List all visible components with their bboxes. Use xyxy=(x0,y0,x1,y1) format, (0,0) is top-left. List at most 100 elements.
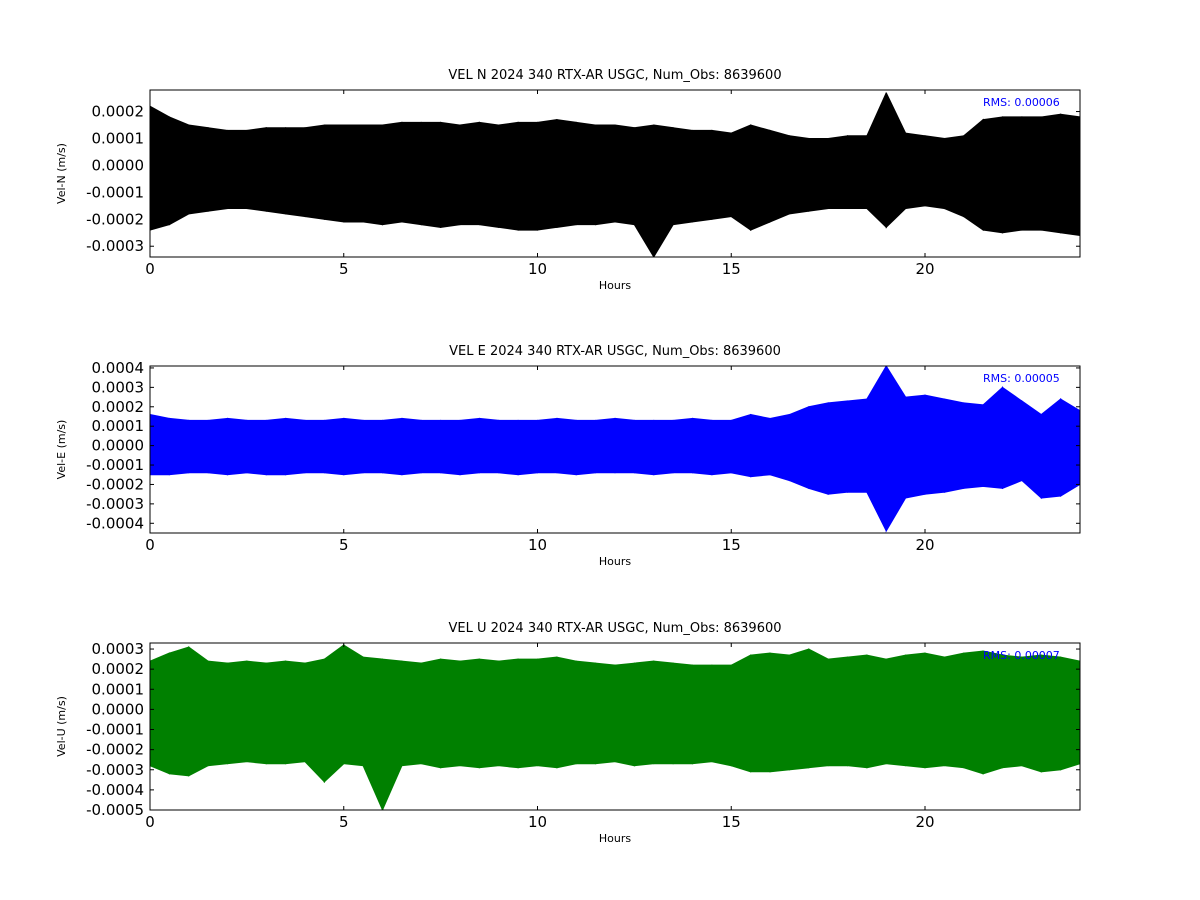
band-segment xyxy=(827,656,848,767)
band-segment xyxy=(382,417,403,476)
x-axis-label: Hours xyxy=(599,555,631,568)
band-segment xyxy=(943,398,965,493)
band-segment xyxy=(808,137,829,212)
band-segment xyxy=(730,654,752,773)
band-segment xyxy=(750,124,771,231)
band-segment xyxy=(168,417,190,476)
x-tick-label: 10 xyxy=(528,813,547,831)
axes-frame xyxy=(149,89,1081,258)
band-segment xyxy=(265,127,287,215)
band-segment xyxy=(1040,654,1062,773)
band-segment xyxy=(420,658,442,769)
x-tick-label: 20 xyxy=(915,813,934,831)
band-segment xyxy=(905,652,926,769)
band-segment xyxy=(1021,116,1042,231)
y-tick-label: 0.0000 xyxy=(92,437,145,455)
band-segment xyxy=(982,116,1003,234)
band-segment xyxy=(362,124,383,226)
y-tick-label: 0.0000 xyxy=(92,156,145,174)
band-segment xyxy=(653,660,674,765)
band-segment xyxy=(150,105,170,231)
band-segment xyxy=(498,121,519,231)
band-segment xyxy=(265,660,287,765)
band-segment xyxy=(905,132,926,210)
band-segment xyxy=(1060,113,1080,236)
band-segment xyxy=(537,656,558,769)
band-segment xyxy=(963,118,984,232)
band-segment xyxy=(517,658,538,769)
band-segment xyxy=(150,414,170,476)
band-segment xyxy=(556,417,577,476)
band-segment xyxy=(595,124,616,226)
band-segment xyxy=(323,644,345,783)
plot-area xyxy=(150,92,1080,257)
y-tick-label: -0.0005 xyxy=(86,801,144,819)
y-tick-label: 0.0002 xyxy=(92,398,145,416)
band-segment xyxy=(595,662,616,765)
band-segment xyxy=(227,417,248,476)
band-segment xyxy=(304,124,325,220)
band-segment xyxy=(207,127,228,212)
band-segment xyxy=(847,654,868,769)
band-segment xyxy=(498,419,519,476)
rms-annotation: RMS: 0.00006 xyxy=(983,96,1060,109)
axes-frame xyxy=(149,642,1081,811)
band-segment xyxy=(323,417,345,476)
band-segment xyxy=(788,648,810,771)
y-axis-label: Vel-E (m/s) xyxy=(55,420,68,480)
band-segment xyxy=(595,417,616,474)
band-segment xyxy=(343,124,364,223)
rms-annotation: RMS: 0.00007 xyxy=(983,649,1060,662)
band-segment xyxy=(1060,398,1080,497)
band-segment xyxy=(575,121,597,226)
y-axis-label: Vel-N (m/s) xyxy=(55,143,68,204)
band-segment xyxy=(885,654,907,767)
band-segment xyxy=(478,417,500,474)
band-segment xyxy=(808,648,829,769)
band-segment xyxy=(866,654,887,769)
y-tick-label: 0.0000 xyxy=(92,700,145,718)
subplot: VEL N 2024 340 RTX-AR USGC, Num_Obs: 863… xyxy=(55,68,1081,292)
y-tick-label: 0.0001 xyxy=(92,680,145,698)
x-tick-label: 15 xyxy=(722,813,741,831)
x-tick-label: 0 xyxy=(145,813,155,831)
x-axis-label: Hours xyxy=(599,279,631,292)
band-segment xyxy=(420,121,442,228)
band-segment xyxy=(188,419,209,474)
band-segment xyxy=(382,121,403,226)
band-segment xyxy=(459,121,480,226)
band-segment xyxy=(633,419,655,476)
band-segment xyxy=(963,650,984,775)
band-segment xyxy=(847,135,868,210)
band-segment xyxy=(827,135,848,210)
band-segment xyxy=(614,124,635,226)
y-tick-label: -0.0003 xyxy=(86,761,144,779)
band-segment xyxy=(982,386,1003,489)
band-segment xyxy=(227,129,248,210)
band-segment xyxy=(537,119,558,231)
band-segment xyxy=(168,646,190,777)
y-tick-label: -0.0002 xyxy=(86,741,144,759)
band-segment xyxy=(769,652,790,773)
band-segment xyxy=(672,417,693,474)
band-segment xyxy=(711,664,732,767)
band-segment xyxy=(556,119,577,228)
band-segment xyxy=(285,417,306,476)
band-segment xyxy=(1021,654,1042,773)
y-tick-label: -0.0003 xyxy=(86,495,144,513)
x-tick-label: 15 xyxy=(722,260,741,278)
plot-area xyxy=(150,366,1080,533)
band-segment xyxy=(440,658,461,769)
band-segment xyxy=(614,417,635,474)
y-tick-label: -0.0004 xyxy=(86,781,144,799)
band-segment xyxy=(653,419,674,476)
band-segment xyxy=(1021,399,1042,500)
x-tick-label: 10 xyxy=(528,260,547,278)
subplot-title: VEL E 2024 340 RTX-AR USGC, Num_Obs: 863… xyxy=(449,344,781,359)
band-segment xyxy=(711,419,732,476)
band-segment xyxy=(265,417,287,476)
band-segment xyxy=(304,658,325,784)
band-segment xyxy=(362,419,383,474)
band-segment xyxy=(285,127,306,218)
